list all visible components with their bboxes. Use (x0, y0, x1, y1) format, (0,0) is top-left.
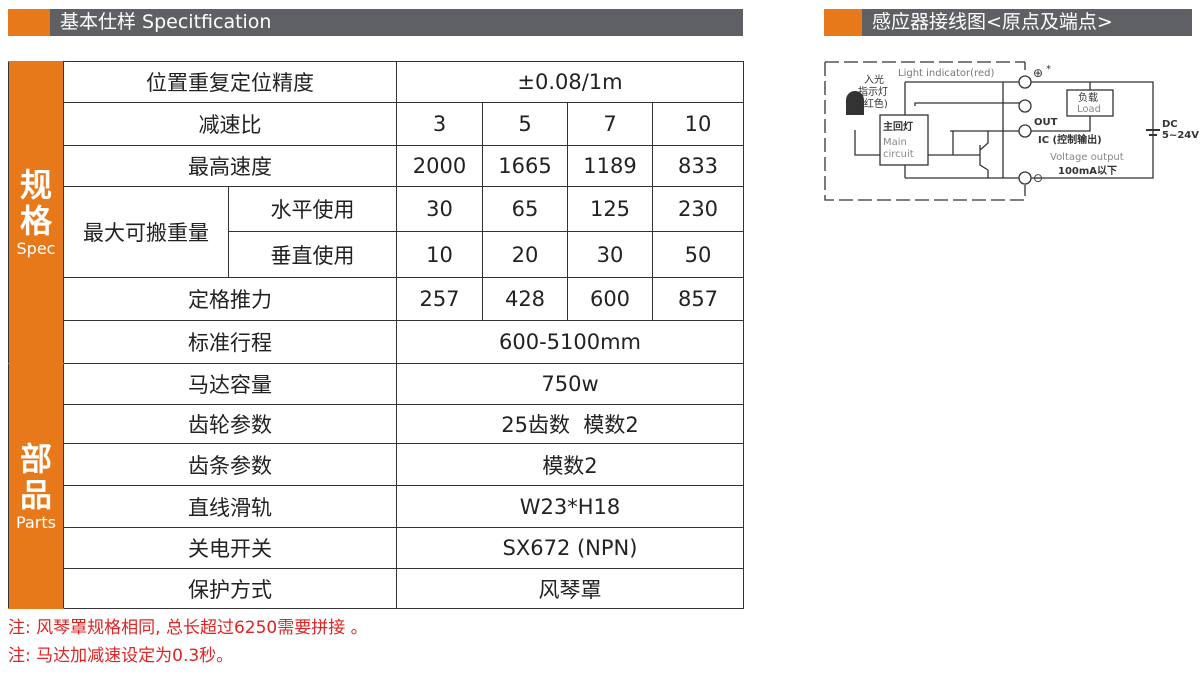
plus-terminal: ⊕ (1033, 66, 1043, 80)
row-label: 标准行程 (63, 320, 397, 364)
table-row: 保护方式 风琴罩 (9, 568, 744, 609)
cell-value: 2000 (396, 145, 483, 187)
load-cn: 负载 (1078, 91, 1098, 104)
cell-value: 7 (567, 102, 653, 146)
row-label: 减速比 (63, 102, 397, 146)
dc-label: DC (1162, 119, 1178, 130)
table-row: 关电开关 SX672 (NPN) (9, 527, 744, 569)
table-row: 规 格 Spec 位置重复定位精度 ±0.08/1m (8, 61, 744, 364)
parts-en: Parts (16, 512, 56, 532)
cell-value: 10 (396, 231, 483, 278)
sub-row-label: 水平使用 (228, 186, 397, 232)
wiring-section-header: 感应器接线图<原点及端点> (824, 9, 1192, 36)
row-label: 马达容量 (63, 363, 397, 405)
cell-value: 50 (652, 231, 744, 278)
cell-value: 1189 (567, 145, 653, 187)
note-1: 注: 风琴罩规格相同, 总长超过6250需要拼接 。 (8, 618, 368, 638)
row-label: 最高速度 (63, 145, 397, 187)
cell-value: 30 (396, 186, 483, 232)
parts-group-label: 部 品 Parts (8, 363, 64, 609)
cell-value: 5 (482, 102, 568, 146)
cell-value: 857 (652, 277, 744, 321)
cell-value: W23*H18 (396, 485, 744, 528)
header-accent (8, 9, 50, 36)
table-row: 直线滑轨 W23*H18 (9, 485, 744, 528)
notes: 注: 风琴罩规格相同, 总长超过6250需要拼接 。 注: 马达加减速设定为0.… (8, 614, 368, 670)
cell-value: 257 (396, 277, 483, 321)
cell-value: 10 (652, 102, 744, 146)
table-row: 最高速度 2000 1665 1189 833 (9, 145, 744, 187)
cell-value: 428 (482, 277, 568, 321)
led-icon (846, 91, 864, 115)
row-label: 位置重复定位精度 (63, 61, 397, 103)
row-label: 齿条参数 (63, 443, 397, 486)
voltage-output-label: Voltage output (1050, 152, 1124, 163)
red-label: (红色) (860, 97, 888, 110)
row-label: 定格推力 (63, 277, 397, 321)
row-label: 最大可搬重量 (63, 186, 229, 278)
ic-label: IC (控制输出) (1038, 133, 1102, 146)
spec-en: Spec (16, 239, 56, 258)
wiring-section-title: 感应器接线图<原点及端点> (862, 9, 1192, 36)
asterisk: * (1046, 64, 1051, 75)
terminal-icons (1018, 75, 1032, 185)
table-row: 部 品 Parts 马达容量 750w (8, 363, 744, 609)
light-indicator-label: Light indicator(red) (898, 68, 994, 79)
table-row: 齿轮参数 25齿数 模数2 (9, 404, 744, 444)
current-label: 100mA以下 (1058, 165, 1117, 177)
main-circuit-box (879, 114, 929, 166)
main-circuit-en2: circuit (883, 149, 914, 160)
spec-section-title: 基本仕样 Specitfication (50, 9, 743, 36)
main-circuit-en1: Main (883, 137, 907, 148)
header-accent (824, 9, 862, 36)
row-label: 关电开关 (63, 527, 397, 569)
cell-value: 20 (482, 231, 568, 278)
cell-value: 125 (567, 186, 653, 232)
minus-terminal: ⊖ (1033, 171, 1043, 185)
spec-cn-2: 格 (19, 202, 52, 240)
parts-cn-2: 品 (19, 475, 52, 514)
note-2: 注: 马达加减速设定为0.3秒。 (8, 646, 234, 666)
cell-value: 833 (652, 145, 744, 187)
main-circuit-cn: 主回灯 (883, 120, 913, 133)
cell-value: 25齿数 模数2 (396, 404, 744, 444)
indicator-label: 指示灯 (858, 85, 888, 98)
row-label: 直线滑轨 (63, 485, 397, 528)
wiring-diagram: Light indicator(red) 入光 指示灯 (红色) 主回灯 Mai… (824, 61, 1199, 201)
cell-value: 600 (567, 277, 653, 321)
sub-row-label: 垂直使用 (228, 231, 397, 278)
cell-value: 模数2 (396, 443, 744, 486)
cell-value: 风琴罩 (396, 568, 744, 609)
out-label: OUT (1034, 117, 1058, 128)
spec-section-header: 基本仕样 Specitfication (8, 9, 743, 36)
cell-value: ±0.08/1m (396, 61, 744, 103)
cell-value: 3 (396, 102, 483, 146)
cell-value: 30 (567, 231, 653, 278)
spec-table: 规 格 Spec 位置重复定位精度 ±0.08/1m 减速比 3 5 7 10 … (8, 61, 744, 609)
load-box (1066, 89, 1114, 117)
cell-value: SX672 (NPN) (396, 527, 744, 569)
cell-value: 750w (396, 363, 744, 405)
table-row: 最大可搬重量 水平使用 30 65 125 230 (9, 186, 744, 278)
table-row: 减速比 3 5 7 10 (9, 102, 744, 146)
incoming-light-label: 入光 (864, 73, 884, 86)
cell-value: 65 (482, 186, 568, 232)
dc-battery-icon (1146, 129, 1160, 136)
table-row: 标准行程 600-5100mm (9, 320, 744, 364)
cell-value: 230 (652, 186, 744, 232)
table-row: 定格推力 257 428 600 857 (9, 277, 744, 321)
row-label: 齿轮参数 (63, 404, 397, 444)
row-label: 保护方式 (63, 568, 397, 609)
cell-value: 600-5100mm (396, 320, 744, 364)
dc-range-label: 5~24V (1162, 130, 1199, 141)
cell-value: 1665 (482, 145, 568, 187)
spec-cn-1: 规 (19, 166, 52, 204)
spec-group-label: 规 格 Spec (8, 61, 64, 364)
table-row: 齿条参数 模数2 (9, 443, 744, 486)
parts-cn-1: 部 (19, 439, 52, 478)
load-en: Load (1077, 104, 1101, 115)
